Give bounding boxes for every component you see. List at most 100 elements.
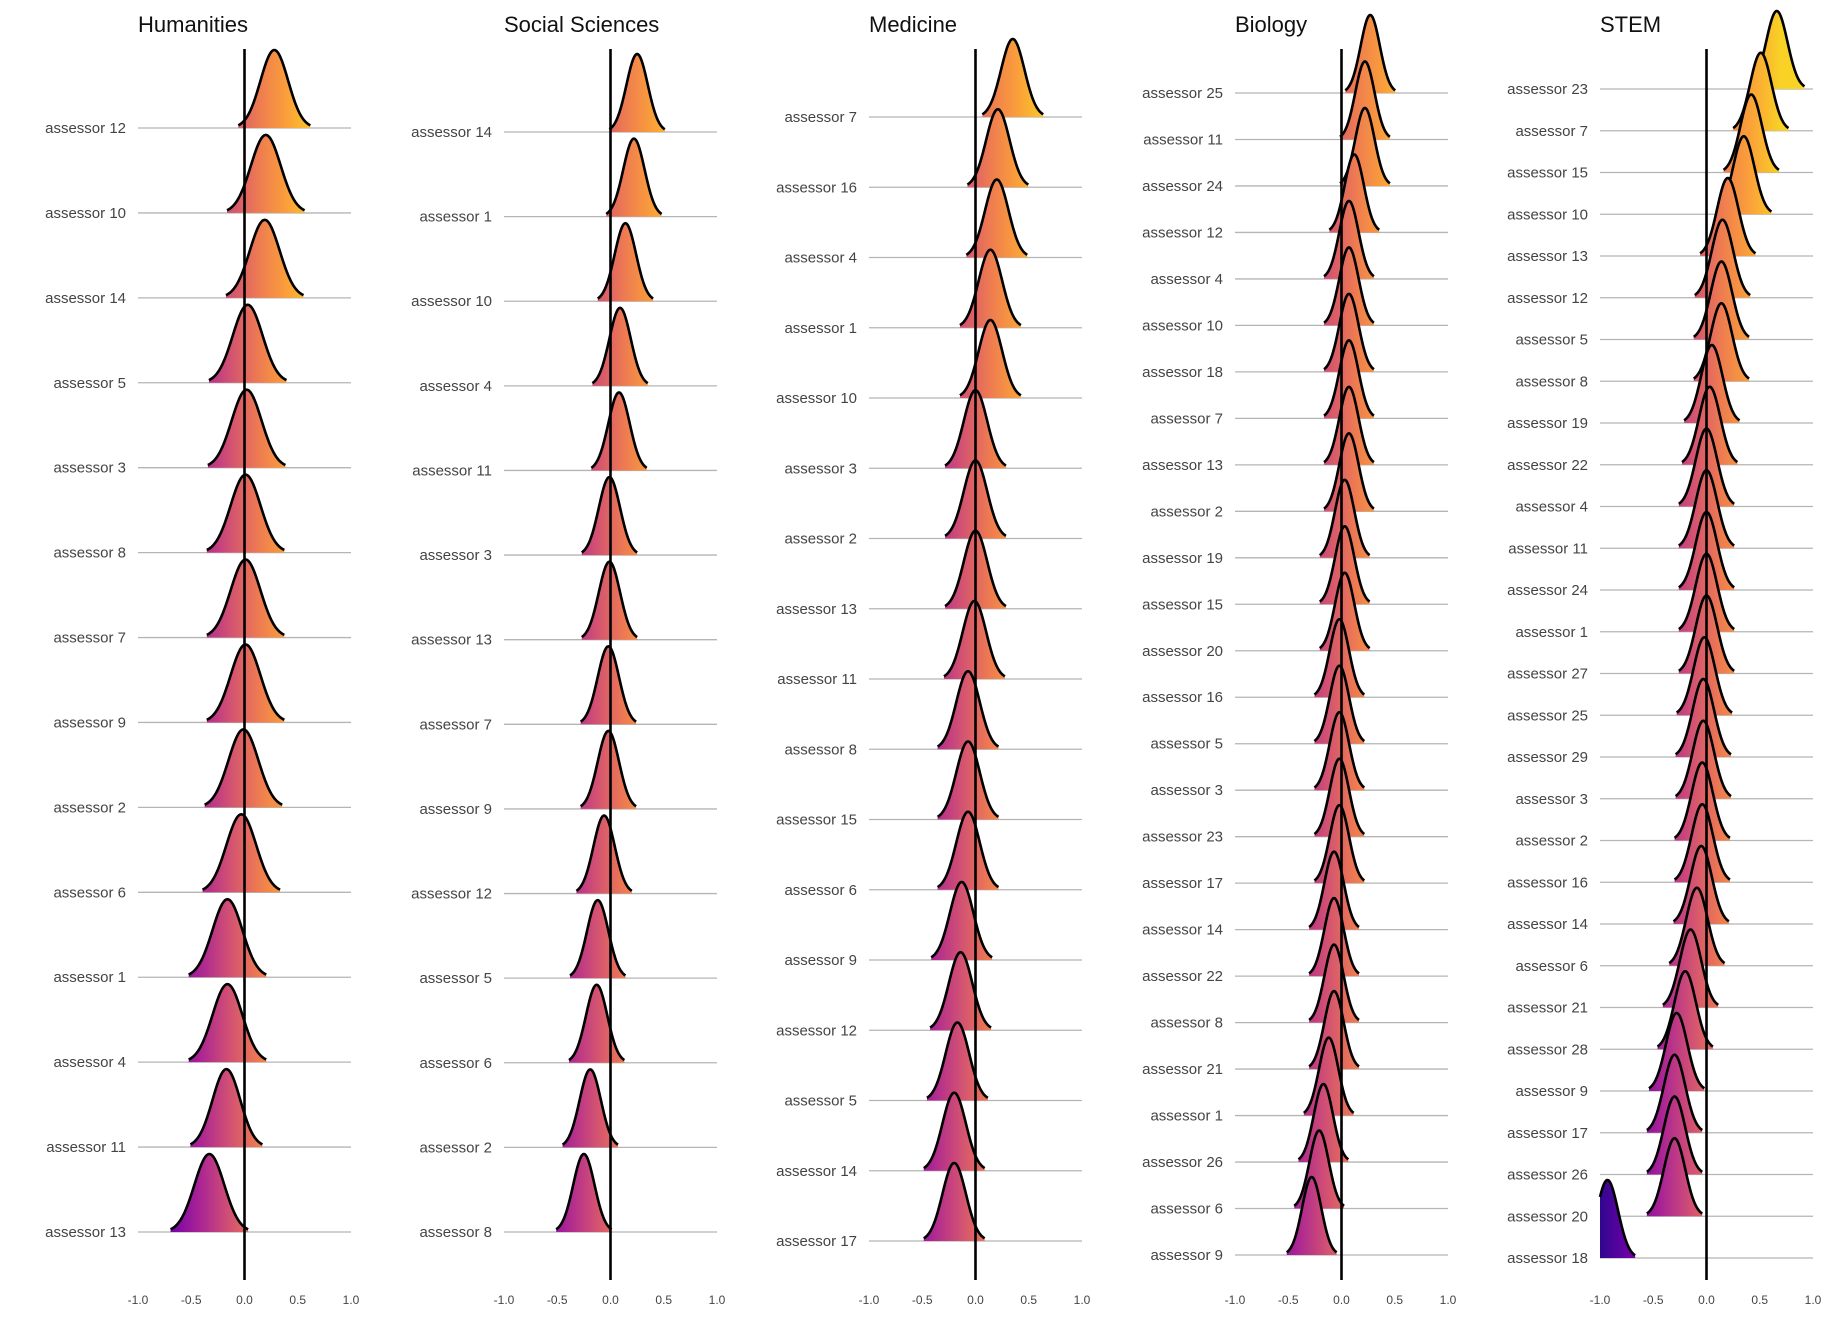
y-axis-label: assessor 3 [53, 460, 126, 477]
ridge-density-assessor-12 [238, 50, 311, 128]
ridge-outline-assessor-17 [1313, 803, 1366, 882]
y-axis-label: assessor 14 [411, 124, 492, 141]
y-axis-label: assessor 2 [1150, 503, 1223, 520]
y-axis-label: assessor 27 [1507, 666, 1588, 683]
ridge-density-assessor-10 [227, 134, 305, 213]
ridge-density-assessor-16 [1674, 804, 1730, 883]
y-axis-label: assessor 14 [45, 290, 126, 307]
y-axis-label: assessor 3 [419, 547, 492, 564]
y-axis-label: assessor 23 [1507, 81, 1588, 98]
y-axis-label: assessor 14 [1142, 922, 1223, 939]
ridge-outline-assessor-21 [1308, 989, 1360, 1068]
ridge-outline-assessor-1 [188, 897, 267, 976]
y-axis-label: assessor 17 [776, 1233, 857, 1250]
y-axis-label: assessor 12 [45, 120, 126, 137]
ridge-density-assessor-11 [190, 1069, 263, 1148]
ridge-density-assessor-10 [959, 320, 1021, 398]
ridge-outline-assessor-9 [1285, 1175, 1338, 1254]
ridge-density-assessor-20 [1646, 1138, 1703, 1217]
ridge-outline-assessor-9 [930, 880, 993, 959]
ridge-outline-assessor-1 [959, 248, 1022, 327]
panel-title: Humanities [138, 12, 248, 37]
ridge-outline-assessor-15 [936, 740, 1000, 818]
ridge-density-assessor-9 [580, 730, 637, 809]
y-axis-label: assessor 21 [1142, 1061, 1223, 1078]
panel-title: Biology [1235, 12, 1307, 37]
y-axis-label: assessor 12 [411, 886, 492, 903]
ridge-density-assessor-8 [556, 1154, 612, 1232]
y-axis-label: assessor 14 [776, 1163, 857, 1180]
ridge-outline-assessor-14 [1672, 844, 1730, 923]
y-axis-label: assessor 7 [419, 716, 492, 733]
ridge-density-assessor-17 [923, 1163, 985, 1241]
ridge-density-assessor-14 [1673, 846, 1729, 924]
y-axis-label: assessor 4 [784, 250, 857, 267]
ridge-density-assessor-9 [1286, 1177, 1337, 1255]
ridge-density-assessor-16 [967, 109, 1029, 188]
x-tick-label: 1.0 [1440, 1293, 1457, 1307]
ridge-outline-assessor-13 [170, 1152, 249, 1231]
ridge-density-assessor-5 [926, 1022, 988, 1101]
y-axis-label: assessor 21 [1507, 1000, 1588, 1017]
y-axis-label: assessor 3 [1515, 791, 1588, 808]
ridge-density-assessor-2 [1674, 762, 1730, 841]
ridge-outline-assessor-26 [1646, 1095, 1703, 1173]
ridge-outline-assessor-7 [981, 37, 1044, 116]
panel-stem: STEM assessor 23 assessor 7 assessor 15 asse… [1507, 9, 1822, 1307]
y-axis-label: assessor 5 [1515, 332, 1588, 349]
x-tick-label: 0.5 [1751, 1293, 1768, 1307]
ridge-outline-assessor-2 [1323, 432, 1375, 510]
ridge-outline-assessor-14 [225, 218, 305, 297]
ridge-outline-assessor-6 [1293, 1129, 1345, 1207]
ridge-outline-assessor-9 [1648, 1011, 1706, 1090]
y-axis-label: assessor 6 [419, 1055, 492, 1072]
y-axis-label: assessor 8 [784, 741, 857, 758]
y-axis-label: assessor 12 [776, 1022, 857, 1039]
y-axis-label: assessor 1 [1150, 1108, 1223, 1125]
y-axis-label: assessor 11 [412, 462, 492, 479]
ridge-density-assessor-3 [207, 389, 286, 468]
y-axis-label: assessor 4 [419, 378, 492, 395]
ridge-outline-assessor-8 [1308, 943, 1360, 1021]
y-axis-label: assessor 26 [1507, 1167, 1588, 1184]
ridge-density-assessor-7 [982, 39, 1044, 117]
x-tick-label: 0.0 [236, 1293, 253, 1307]
ridge-outline-assessor-22 [1308, 896, 1360, 975]
y-axis-label: assessor 8 [419, 1224, 492, 1241]
y-axis-label: assessor 13 [411, 632, 492, 649]
y-axis-label: assessor 13 [1142, 457, 1223, 474]
ridge-density-assessor-22 [1309, 898, 1359, 977]
y-axis-label: assessor 10 [776, 390, 857, 407]
y-axis-label: assessor 12 [1507, 290, 1588, 307]
ridge-outline-assessor-6 [1668, 886, 1726, 965]
y-axis-label: assessor 10 [1142, 317, 1223, 334]
ridge-outline-assessor-8 [936, 669, 1000, 748]
y-axis-label: assessor 10 [1507, 206, 1588, 223]
ridge-density-assessor-14 [609, 54, 665, 132]
ridge-outline-assessor-22 [1681, 385, 1739, 464]
y-axis-label: assessor 3 [784, 460, 857, 477]
ridge-outline-assessor-11 [1339, 60, 1391, 138]
y-axis-label: assessor 22 [1142, 968, 1223, 985]
ridge-density-assessor-26 [1646, 1096, 1703, 1175]
y-axis-label: assessor 4 [53, 1054, 126, 1071]
y-axis-label: assessor 1 [419, 209, 492, 226]
ridge-density-assessor-25 [1676, 637, 1733, 716]
ridge-density-assessor-4 [592, 307, 648, 386]
ridge-outline-assessor-15 [1722, 93, 1780, 171]
y-axis-label: assessor 23 [1142, 829, 1223, 846]
y-axis-label: assessor 11 [1143, 131, 1223, 148]
y-axis-label: assessor 6 [784, 882, 857, 899]
y-axis-label: assessor 13 [1507, 248, 1588, 265]
ridge-outline-assessor-2 [1673, 761, 1731, 839]
ridge-density-assessor-18 [1324, 293, 1374, 372]
ridge-outline-assessor-11 [189, 1067, 264, 1146]
y-axis-label: assessor 2 [784, 531, 857, 548]
ridge-outline-assessor-6 [201, 813, 281, 891]
ridge-outline-assessor-10 [226, 133, 306, 212]
y-axis-label: assessor 25 [1142, 85, 1223, 102]
x-tick-label: 0.5 [1386, 1293, 1403, 1307]
ridge-outline-assessor-18 [1598, 1178, 1636, 1257]
x-tick-label: -1.0 [128, 1293, 149, 1307]
y-axis-label: assessor 2 [1515, 833, 1588, 850]
